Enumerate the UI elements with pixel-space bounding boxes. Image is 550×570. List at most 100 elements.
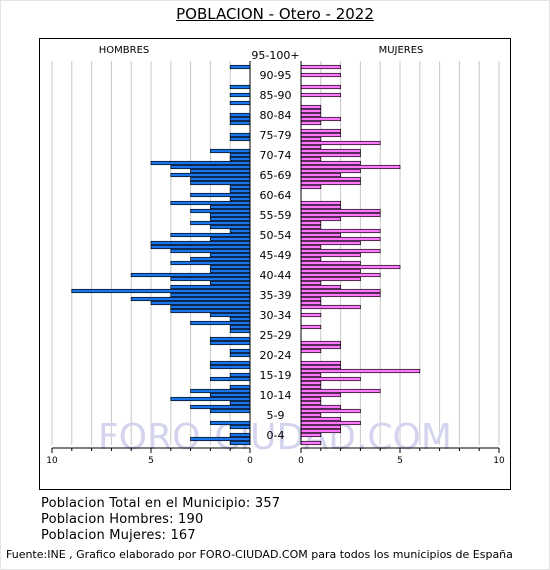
women-bar bbox=[300, 228, 381, 234]
men-bar bbox=[229, 120, 251, 126]
age-band-label: 30-34 bbox=[260, 309, 292, 322]
men-bar bbox=[229, 440, 251, 446]
men-bar bbox=[210, 148, 251, 154]
women-bar bbox=[300, 200, 341, 206]
women-bar bbox=[300, 164, 401, 170]
men-bar bbox=[190, 220, 251, 226]
men-bar bbox=[170, 248, 251, 254]
women-bar bbox=[300, 268, 361, 274]
women-bar bbox=[300, 212, 381, 218]
women-bar bbox=[300, 260, 361, 266]
women-bar bbox=[300, 148, 361, 154]
women-bar bbox=[300, 376, 361, 382]
women-bar bbox=[300, 372, 322, 378]
men-bar bbox=[229, 132, 251, 138]
women-bar bbox=[300, 72, 341, 78]
women-bar bbox=[300, 264, 401, 270]
women-bar bbox=[300, 300, 322, 306]
women-bar bbox=[300, 280, 322, 286]
women-bar bbox=[300, 180, 361, 186]
men-bar bbox=[229, 228, 251, 234]
women-bar bbox=[300, 340, 341, 346]
men-bar bbox=[130, 272, 251, 278]
men-bar bbox=[130, 296, 251, 302]
men-bar bbox=[229, 188, 251, 194]
age-band-label: 45-49 bbox=[260, 249, 292, 262]
women-bar bbox=[300, 288, 381, 294]
men-bar bbox=[229, 372, 251, 378]
men-bar bbox=[229, 64, 251, 70]
women-header-label: MUJERES bbox=[379, 45, 424, 56]
source-note: Fuente:INE , Grafico elaborado por FORO-… bbox=[6, 548, 513, 561]
women-bar bbox=[300, 296, 322, 302]
women-bar bbox=[300, 388, 381, 394]
men-bar bbox=[150, 160, 251, 166]
men-bar bbox=[190, 404, 251, 410]
women-bar bbox=[300, 344, 341, 350]
women-bar bbox=[300, 232, 341, 238]
men-bar bbox=[229, 196, 251, 202]
women-bar bbox=[300, 104, 322, 110]
age-band-label: 85-90 bbox=[260, 89, 292, 102]
women-bar bbox=[300, 272, 381, 278]
women-bar bbox=[300, 380, 322, 386]
men-bar bbox=[210, 216, 251, 222]
men-bar bbox=[210, 264, 251, 270]
women-population-text: Poblacion Mujeres: 167 bbox=[41, 528, 196, 543]
men-bar bbox=[190, 256, 251, 262]
women-bar bbox=[300, 368, 421, 374]
women-bar bbox=[300, 116, 341, 122]
men-bar bbox=[229, 352, 251, 358]
women-bar bbox=[300, 140, 381, 146]
women-bar bbox=[300, 304, 361, 310]
men-bar bbox=[210, 252, 251, 258]
men-bar bbox=[210, 224, 251, 230]
women-bar bbox=[300, 348, 322, 354]
women-bar bbox=[300, 184, 322, 190]
men-bar bbox=[210, 268, 251, 274]
women-bar bbox=[300, 440, 322, 446]
age-band-label: 95-100+ bbox=[251, 49, 299, 62]
men-bar bbox=[229, 116, 251, 122]
women-bar bbox=[300, 324, 322, 330]
women-bar bbox=[300, 412, 322, 418]
women-bar bbox=[300, 256, 322, 262]
women-bar bbox=[300, 252, 361, 258]
women-bar bbox=[300, 240, 361, 246]
age-band-label: 70-74 bbox=[260, 149, 292, 162]
men-bar bbox=[170, 260, 251, 266]
age-band-label: 60-64 bbox=[260, 189, 292, 202]
age-band-label: 55-59 bbox=[260, 209, 292, 222]
women-bar bbox=[300, 244, 322, 250]
x-tick-label: 5 bbox=[148, 456, 154, 466]
women-bar bbox=[300, 120, 322, 126]
age-band-label: 40-44 bbox=[260, 269, 292, 282]
women-bar bbox=[300, 108, 322, 114]
age-band-label: 5-9 bbox=[267, 409, 285, 422]
men-bar bbox=[229, 432, 251, 438]
women-bar bbox=[300, 64, 341, 70]
women-bar bbox=[300, 396, 322, 402]
men-bar bbox=[229, 384, 251, 390]
men-bar bbox=[210, 360, 251, 366]
men-bar bbox=[210, 420, 251, 426]
women-bar bbox=[300, 416, 341, 422]
women-bar bbox=[300, 176, 361, 182]
men-bar bbox=[210, 364, 251, 370]
men-bar bbox=[210, 204, 251, 210]
women-bar bbox=[300, 208, 381, 214]
men-bar bbox=[170, 308, 251, 314]
total-population-text: Poblacion Total en el Municipio: 357 bbox=[41, 496, 281, 511]
women-bar bbox=[300, 152, 361, 158]
women-bar bbox=[300, 312, 322, 318]
men-bar bbox=[229, 316, 251, 322]
men-bar bbox=[170, 396, 251, 402]
women-bar bbox=[300, 392, 341, 398]
women-bar bbox=[300, 204, 341, 210]
women-bar bbox=[300, 216, 341, 222]
age-band-label: 65-69 bbox=[260, 169, 292, 182]
men-header-label: HOMBRES bbox=[99, 45, 150, 56]
men-bar bbox=[229, 328, 251, 334]
women-bar bbox=[300, 420, 361, 426]
